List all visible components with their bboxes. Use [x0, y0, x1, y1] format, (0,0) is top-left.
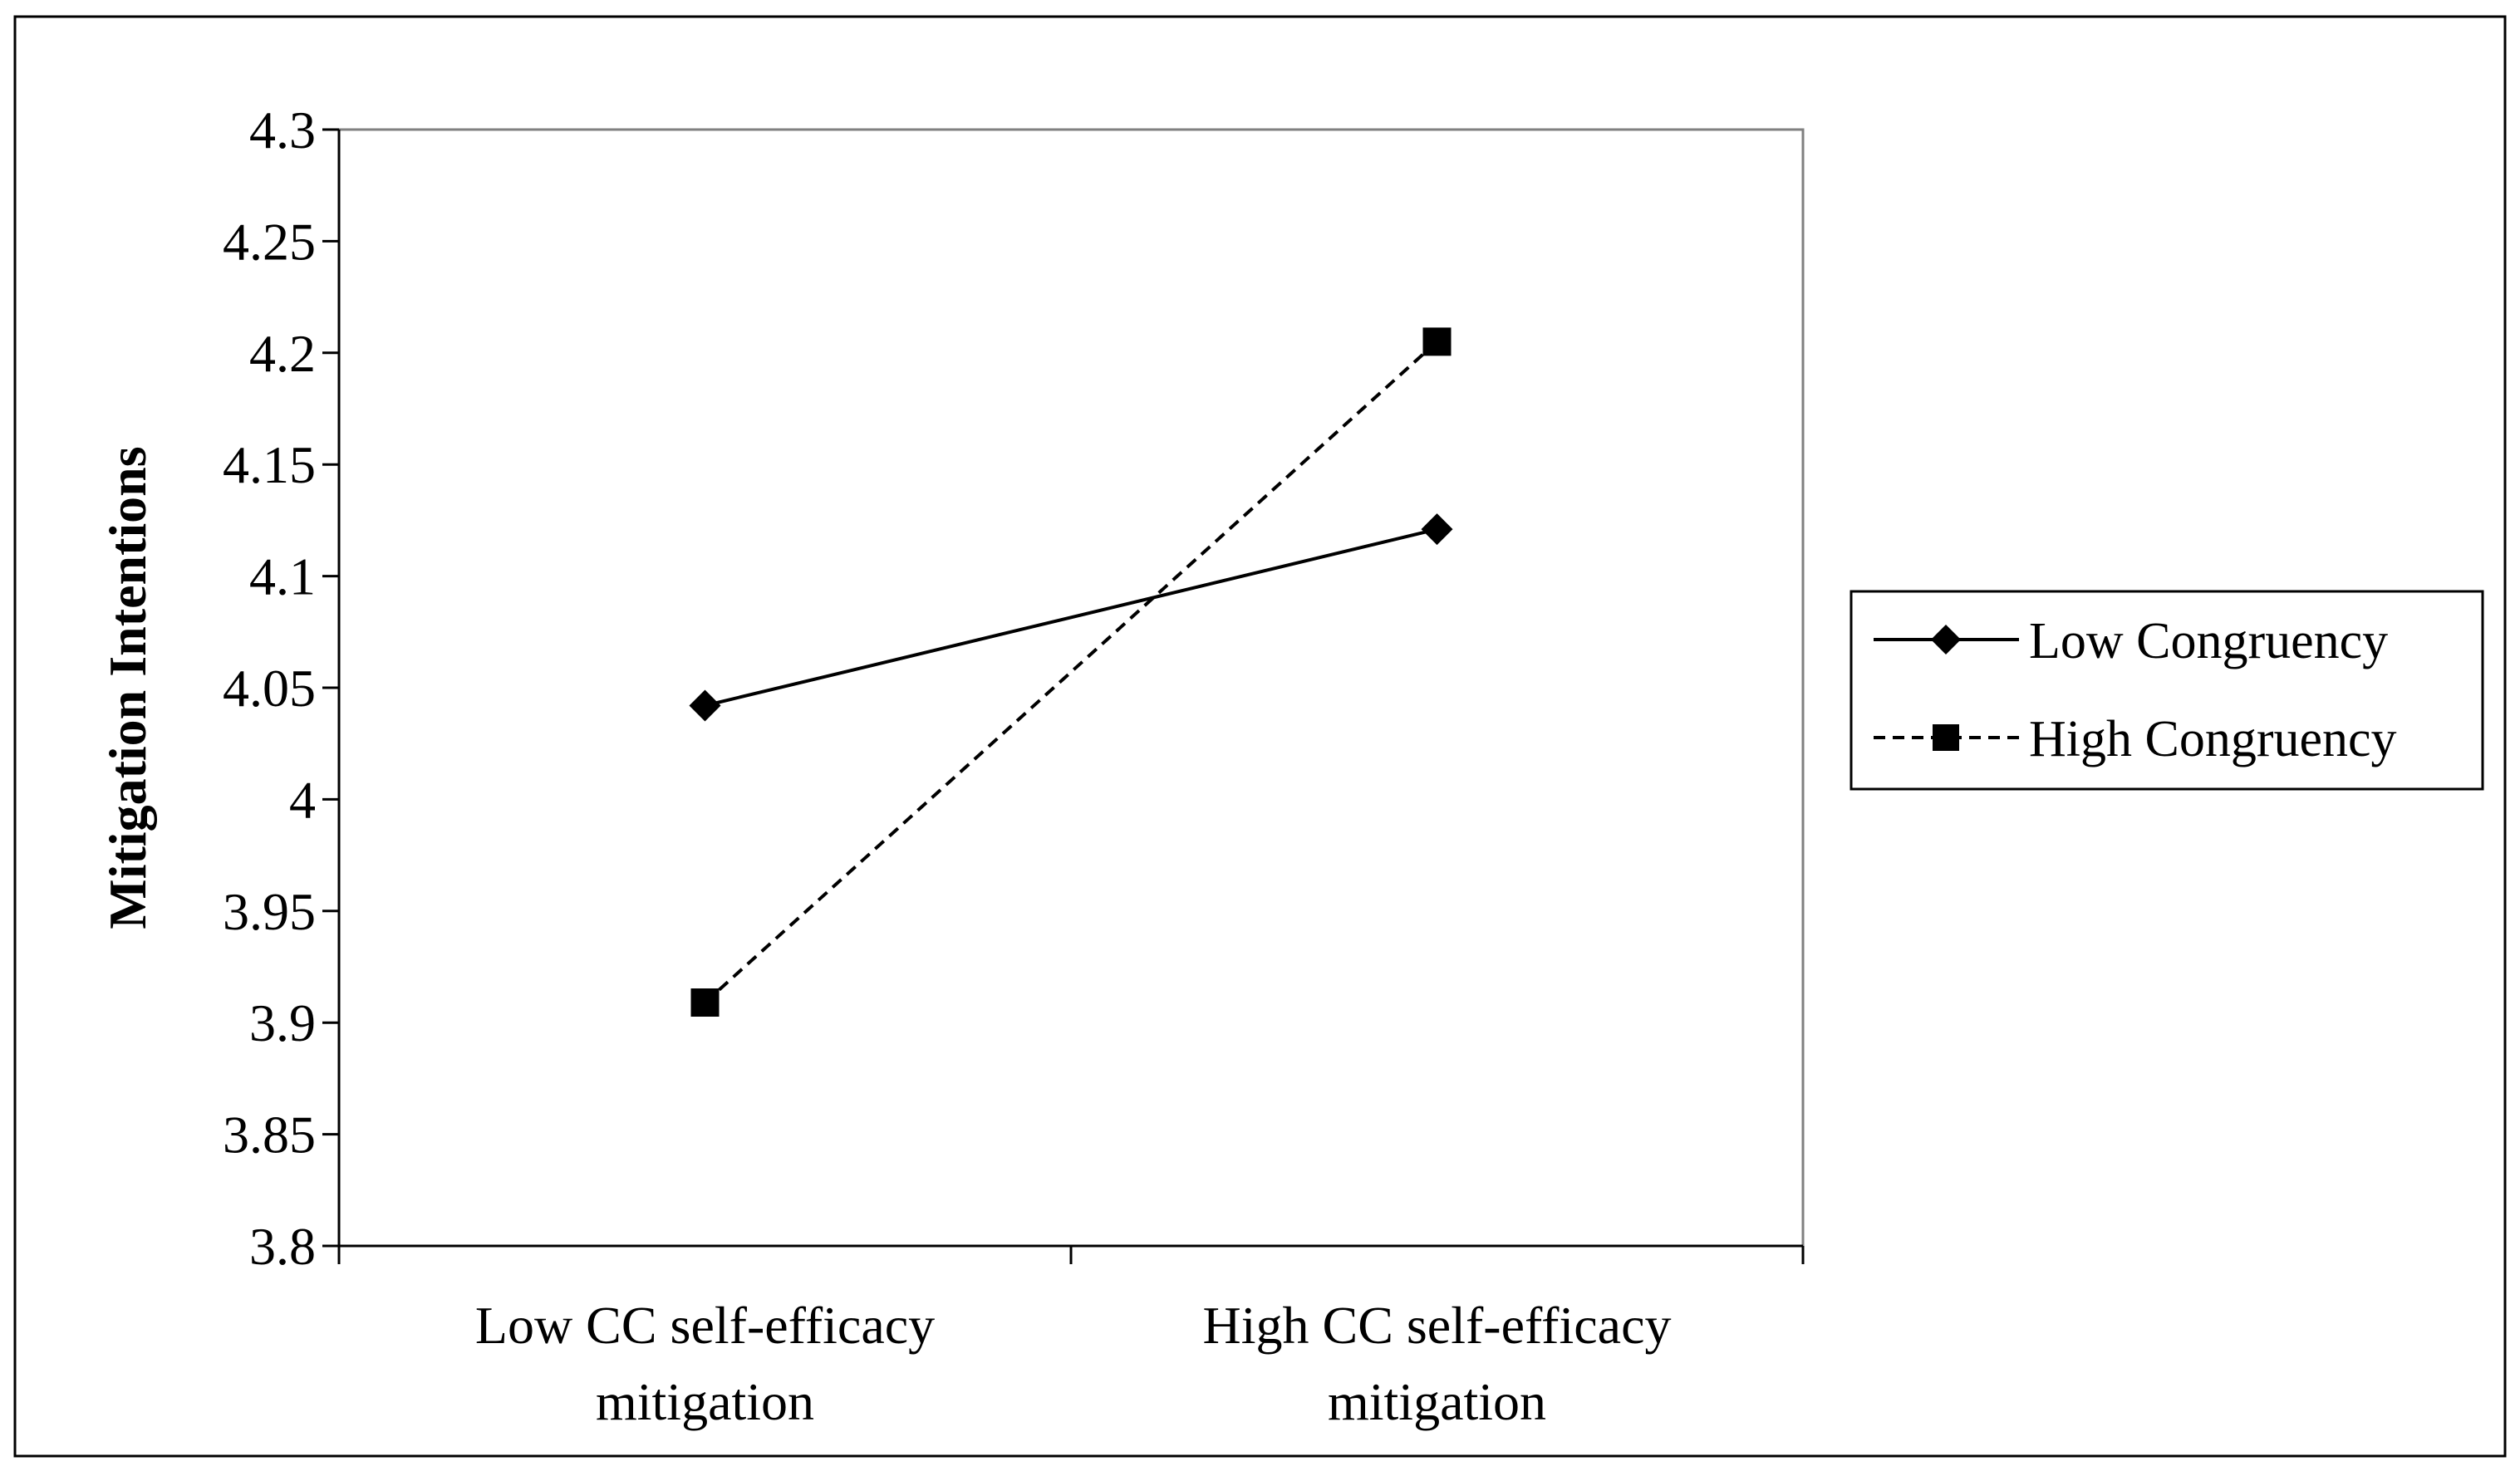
- data-point: [690, 988, 720, 1017]
- y-tick-label: 4.3: [249, 101, 316, 159]
- x-category-label: mitigation: [1328, 1372, 1546, 1431]
- y-axis-ticks: 3.8 3.85 3.9 3.95 4 4.05 4.1 4.15 4.2 4.25 4.3: [223, 101, 339, 1276]
- y-tick-label: 3.85: [223, 1106, 316, 1165]
- y-tick-label: 3.9: [249, 993, 316, 1052]
- y-tick-label: 4.2: [249, 324, 316, 383]
- series-low-congruency: [689, 513, 1453, 722]
- legend-label: High Congruency: [2029, 711, 2397, 767]
- series-line: [704, 340, 1438, 1004]
- y-tick-label: 4.25: [223, 212, 316, 271]
- x-category-label: Low CC self-efficacy: [475, 1296, 935, 1355]
- series-line: [705, 527, 1437, 708]
- legend-marker: [1933, 724, 1959, 751]
- y-axis-label: Mitigation Intentions: [98, 446, 157, 929]
- series-layer: [689, 327, 1453, 1017]
- y-tick-label: 4: [289, 770, 316, 829]
- x-axis-ticks: Low CC self-efficacy mitigation High CC se…: [337, 1246, 1805, 1431]
- series-high-congruency: [690, 327, 1452, 1017]
- x-category-label: mitigation: [596, 1372, 814, 1431]
- y-tick-label: 4.05: [223, 659, 316, 718]
- data-point: [689, 689, 721, 722]
- plot-area: [337, 128, 1805, 1248]
- y-tick-label: 3.95: [223, 882, 316, 941]
- legend-box: [1849, 590, 2484, 791]
- legend-label: Low Congruency: [2029, 613, 2388, 669]
- x-category-label: High CC self-efficacy: [1203, 1296, 1672, 1355]
- y-tick-label: 4.15: [223, 435, 316, 494]
- y-tick-label: 4.1: [249, 547, 316, 606]
- legend-marker: [1931, 625, 1961, 655]
- y-tick-label: 3.8: [249, 1217, 316, 1276]
- data-point: [1422, 327, 1452, 356]
- legend: Low Congruency High Congruency: [1849, 590, 2484, 791]
- data-point: [1421, 513, 1453, 546]
